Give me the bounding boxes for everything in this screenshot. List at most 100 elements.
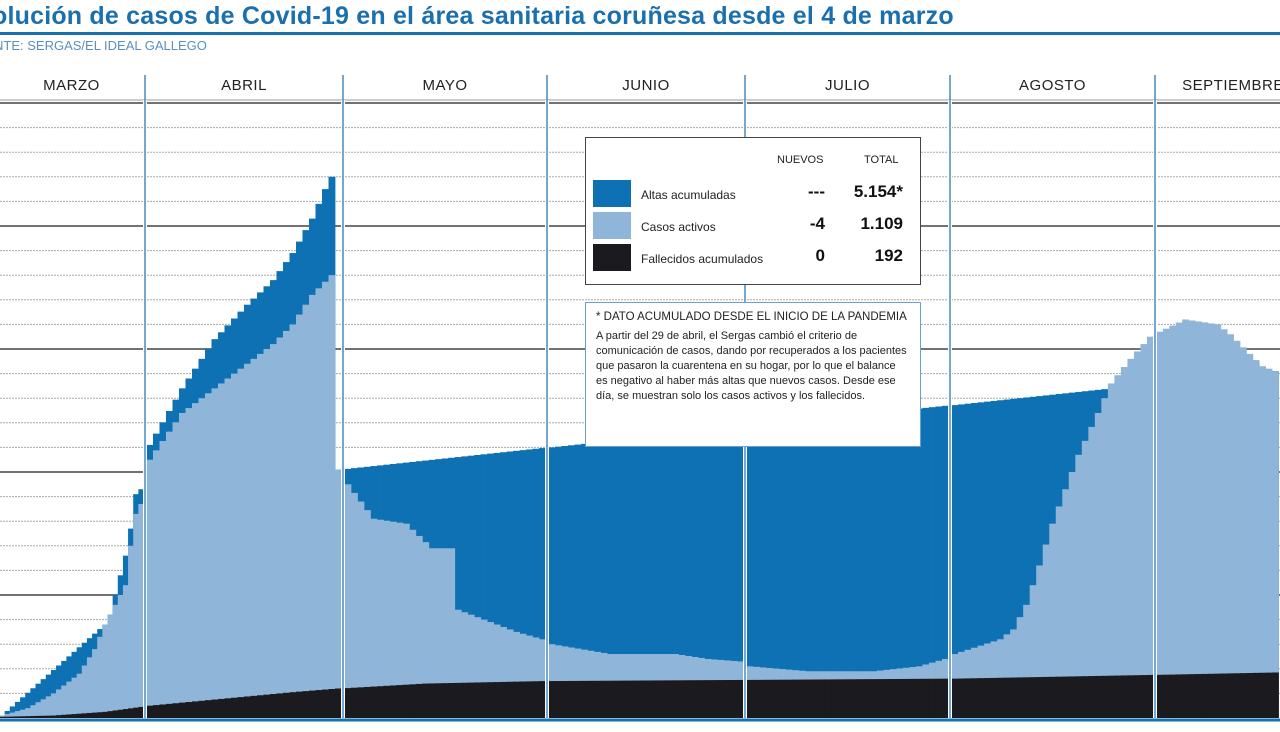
bar-fallecidos-acumulados (493, 682, 501, 718)
note-body: A partir del 29 de abril, el Sergas camb… (596, 330, 907, 402)
bar-casos-activos (231, 373, 238, 718)
bar-fallecidos-acumulados (870, 679, 878, 718)
bar-fallecidos-acumulados (1195, 674, 1202, 718)
bar-altas-acumuladas (743, 426, 754, 718)
bar-fallecidos-acumulados (122, 709, 129, 718)
bar-casos-activos (172, 422, 180, 718)
bar-altas-acumuladas (20, 697, 26, 718)
bar-altas-acumuladas (555, 446, 562, 718)
bar-altas-acumuladas (1023, 397, 1031, 718)
bar-casos-activos (1175, 322, 1183, 718)
bar-casos-activos (289, 324, 297, 718)
bar-fallecidos-acumulados (737, 679, 744, 718)
bar-fallecidos-acumulados (759, 679, 767, 718)
bar-altas-acumuladas (889, 411, 897, 718)
bar-fallecidos-acumulados (20, 716, 26, 718)
bar-fallecidos-acumulados (428, 683, 436, 718)
bar-casos-activos (1068, 472, 1076, 718)
bar-altas-acumuladas (724, 428, 731, 718)
bar-fallecidos-acumulados (1029, 677, 1037, 718)
bar-casos-activos (30, 705, 36, 718)
bar-casos-activos (198, 398, 206, 718)
bar-casos-activos (315, 288, 323, 718)
bar-casos-activos (1107, 383, 1115, 718)
bar-altas-acumuladas (594, 442, 601, 718)
bar-fallecidos-acumulados (1169, 674, 1177, 718)
bar-casos-activos (328, 275, 336, 718)
bar-casos-activos (519, 633, 527, 718)
bar-altas-acumuladas (811, 419, 819, 718)
bar-altas-acumuladas (857, 414, 865, 718)
bar-fallecidos-acumulados (672, 680, 679, 718)
bar-casos-activos (250, 358, 258, 718)
bar-fallecidos-acumulados (289, 692, 297, 718)
bar-fallecidos-acumulados (1214, 673, 1222, 718)
bar-fallecidos-acumulados (257, 695, 264, 718)
bar-fallecidos-acumulados (984, 678, 991, 718)
bar-fallecidos-acumulados (138, 706, 144, 718)
bar-fallecidos-acumulados (56, 715, 62, 718)
bar-casos-activos (1003, 634, 1011, 718)
bar-fallecidos-acumulados (9, 716, 16, 718)
bar-fallecidos-acumulados (785, 679, 793, 718)
bar-fallecidos-acumulados (1246, 673, 1254, 718)
month-label: ABRIL (221, 77, 267, 94)
bar-fallecidos-acumulados (909, 678, 917, 718)
bar-fallecidos-acumulados (35, 715, 42, 718)
bar-fallecidos-acumulados (652, 680, 660, 718)
bar-fallecidos-acumulados (76, 713, 83, 718)
bar-casos-activos (1195, 321, 1202, 718)
bar-altas-acumuladas (779, 423, 786, 718)
bar-fallecidos-acumulados (594, 680, 601, 718)
bar-altas-acumuladas (487, 453, 495, 718)
bar-casos-activos (1146, 336, 1154, 718)
bar-altas-acumuladas (545, 447, 556, 718)
bar-casos-activos (102, 624, 108, 718)
bar-casos-activos (1042, 544, 1050, 718)
bar-fallecidos-acumulados (66, 714, 72, 718)
bar-casos-activos (480, 619, 488, 718)
bar-altas-acumuladas (646, 436, 653, 718)
bar-fallecidos-acumulados (112, 710, 119, 718)
bar-casos-activos (1201, 322, 1209, 718)
bar-casos-activos (45, 696, 52, 718)
bar-casos-activos (363, 510, 371, 718)
bar-fallecidos-acumulados (526, 681, 533, 718)
bar-fallecidos-acumulados (646, 680, 653, 718)
bar-casos-activos (389, 521, 397, 718)
bar-fallecidos-acumulados (506, 681, 514, 718)
bar-fallecidos-acumulados (831, 679, 839, 718)
bar-casos-activos (1162, 328, 1170, 718)
bar-fallecidos-acumulados (185, 702, 193, 718)
bar-casos-activos (461, 612, 469, 718)
bar-casos-activos (376, 519, 384, 718)
bar-casos-activos (1140, 344, 1148, 718)
bar-altas-acumuladas (532, 448, 540, 718)
bar-altas-acumuladas (766, 424, 773, 718)
bar-fallecidos-acumulados (935, 678, 943, 718)
bar-casos-activos (1055, 506, 1063, 718)
bar-altas-acumuladas (626, 439, 634, 718)
bar-casos-activos (166, 431, 173, 718)
bar-casos-activos (1246, 353, 1254, 718)
bar-fallecidos-acumulados (824, 679, 832, 718)
bar-fallecidos-acumulados (166, 703, 173, 718)
bar-altas-acumuladas (772, 423, 780, 718)
bar-fallecidos-acumulados (607, 680, 614, 718)
bar-casos-activos (117, 595, 124, 718)
legend-swatch-activos (593, 212, 631, 239)
bar-fallecidos-acumulados (1220, 673, 1228, 718)
bar-altas-acumuladas (1010, 398, 1018, 718)
bar-altas-acumuladas (798, 421, 806, 718)
bar-fallecidos-acumulados (1162, 674, 1170, 718)
bar-fallecidos-acumulados (730, 679, 738, 718)
bar-altas-acumuladas (753, 425, 760, 718)
legend-label: Casos activos (641, 220, 716, 234)
bar-casos-activos (224, 378, 232, 718)
bar-fallecidos-acumulados (409, 684, 417, 718)
bar-casos-activos (257, 353, 264, 718)
bar-altas-acumuladas (818, 418, 826, 718)
bar-fallecidos-acumulados (283, 692, 290, 718)
bar-fallecidos-acumulados (1010, 677, 1018, 718)
bar-casos-activos (1088, 426, 1096, 718)
